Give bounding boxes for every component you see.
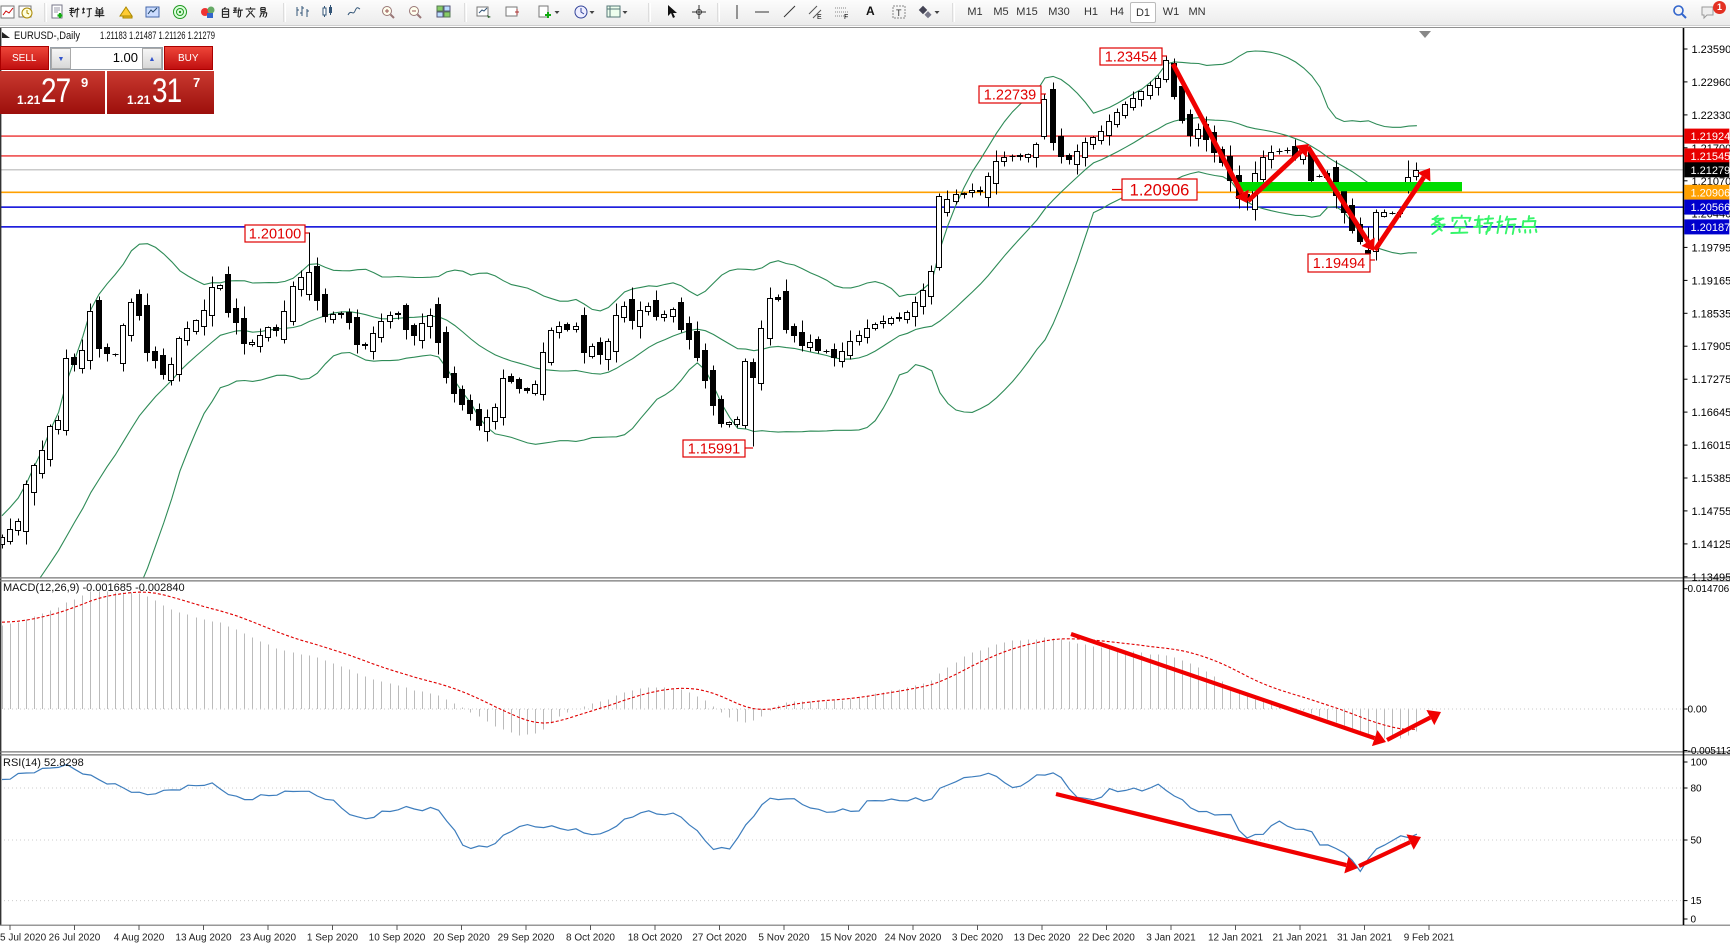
svg-text:3 Dec 2020: 3 Dec 2020 <box>952 933 1004 944</box>
svg-text:22 Dec 2020: 22 Dec 2020 <box>1078 933 1135 944</box>
svg-text:1.19494: 1.19494 <box>1313 256 1365 272</box>
svg-text:1.14755: 1.14755 <box>1692 506 1730 518</box>
svg-text:E: E <box>817 14 822 20</box>
svg-text:1.23454: 1.23454 <box>1105 50 1157 66</box>
svg-text:50: 50 <box>1691 836 1703 847</box>
svg-text:15: 15 <box>1691 896 1703 907</box>
svg-text:26 Jul 2020: 26 Jul 2020 <box>49 933 101 944</box>
svg-text:9 Feb 2021: 9 Feb 2021 <box>1404 933 1455 944</box>
svg-text:RSI(14) 52.8298: RSI(14) 52.8298 <box>3 757 84 769</box>
svg-text:1.14125: 1.14125 <box>1692 539 1730 551</box>
svg-text:1.22960: 1.22960 <box>1692 77 1730 89</box>
svg-text:-0.005113: -0.005113 <box>1688 746 1730 757</box>
svg-text:3 Jan 2021: 3 Jan 2021 <box>1146 933 1196 944</box>
svg-text:1.18535: 1.18535 <box>1692 308 1730 320</box>
svg-text:0.00: 0.00 <box>1688 705 1708 716</box>
svg-text:1.20566: 1.20566 <box>1691 202 1730 214</box>
svg-text:27 Oct 2020: 27 Oct 2020 <box>692 933 747 944</box>
svg-text:100: 100 <box>1691 758 1708 769</box>
svg-text:1.15991: 1.15991 <box>688 442 740 458</box>
svg-text:MACD(12,26,9) -0.001685 -0.002: MACD(12,26,9) -0.001685 -0.002840 <box>3 582 185 594</box>
svg-text:1.15385: 1.15385 <box>1692 473 1730 485</box>
svg-text:1 Sep 2020: 1 Sep 2020 <box>307 933 359 944</box>
svg-text:29 Sep 2020: 29 Sep 2020 <box>498 933 555 944</box>
svg-text:5 Nov 2020: 5 Nov 2020 <box>758 933 810 944</box>
svg-text:8 Oct 2020: 8 Oct 2020 <box>566 933 615 944</box>
svg-text:12 Jan 2021: 12 Jan 2021 <box>1208 933 1263 944</box>
svg-text:13 Dec 2020: 13 Dec 2020 <box>1014 933 1071 944</box>
svg-text:24 Nov 2020: 24 Nov 2020 <box>885 933 942 944</box>
svg-text:5 Jul 2020: 5 Jul 2020 <box>0 933 47 944</box>
svg-text:1.21183 1.21487 1.21126 1.2127: 1.21183 1.21487 1.21126 1.21279 <box>100 30 215 42</box>
svg-text:EURUSD-,Daily: EURUSD-,Daily <box>14 30 80 42</box>
svg-text:1.16015: 1.16015 <box>1692 440 1730 452</box>
svg-text:1.17905: 1.17905 <box>1692 341 1730 353</box>
svg-text:0: 0 <box>1691 915 1697 926</box>
svg-text:1.20187: 1.20187 <box>1691 222 1730 234</box>
svg-text:F: F <box>844 14 848 20</box>
svg-text:1.22739: 1.22739 <box>984 88 1036 104</box>
svg-text:1.16645: 1.16645 <box>1692 407 1730 419</box>
svg-text:1.21545: 1.21545 <box>1691 151 1730 163</box>
svg-text:1.21924: 1.21924 <box>1691 131 1730 143</box>
svg-text:10 Sep 2020: 10 Sep 2020 <box>369 933 426 944</box>
svg-text:18 Oct 2020: 18 Oct 2020 <box>628 933 683 944</box>
svg-text:21 Jan 2021: 21 Jan 2021 <box>1272 933 1327 944</box>
svg-text:1.19165: 1.19165 <box>1692 275 1730 287</box>
svg-text:23 Aug 2020: 23 Aug 2020 <box>240 933 297 944</box>
svg-text:1.19795: 1.19795 <box>1692 242 1730 254</box>
svg-text:4 Aug 2020: 4 Aug 2020 <box>114 933 165 944</box>
svg-text:31 Jan 2021: 31 Jan 2021 <box>1337 933 1392 944</box>
svg-text:80: 80 <box>1691 784 1703 795</box>
svg-text:1.23590: 1.23590 <box>1692 44 1730 56</box>
svg-text:1.20100: 1.20100 <box>249 227 301 243</box>
svg-text:1.21279: 1.21279 <box>1691 165 1730 177</box>
svg-text:13 Aug 2020: 13 Aug 2020 <box>175 933 232 944</box>
svg-text:1.20906: 1.20906 <box>1130 181 1190 199</box>
svg-text:1.22330: 1.22330 <box>1692 110 1730 122</box>
svg-text:0.014706: 0.014706 <box>1688 584 1730 595</box>
svg-text:T: T <box>896 8 902 18</box>
svg-text:1.13495: 1.13495 <box>1692 572 1730 584</box>
svg-text:15 Nov 2020: 15 Nov 2020 <box>820 933 877 944</box>
svg-text:1.20906: 1.20906 <box>1691 187 1730 199</box>
svg-text:1.17275: 1.17275 <box>1692 374 1730 386</box>
svg-text:20 Sep 2020: 20 Sep 2020 <box>433 933 490 944</box>
